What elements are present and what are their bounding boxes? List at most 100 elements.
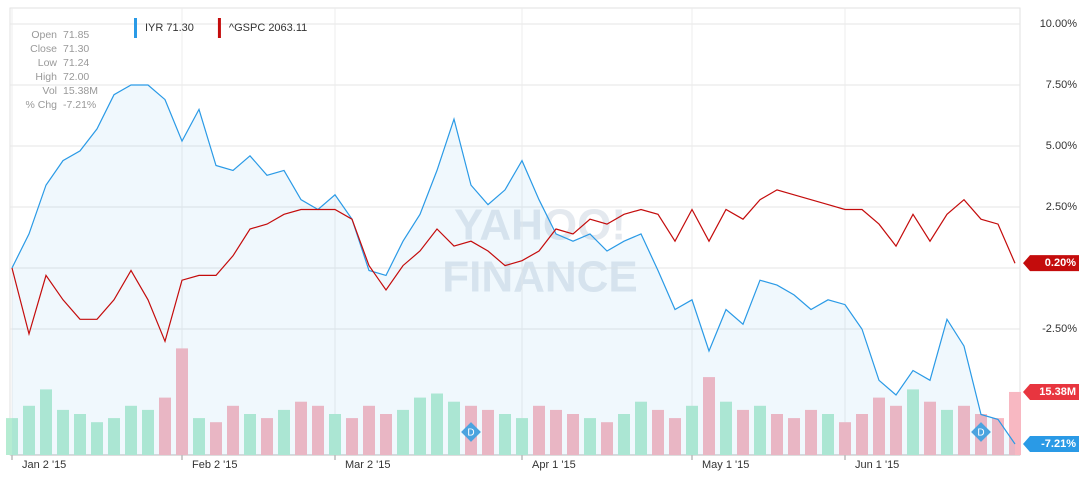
legend-swatch xyxy=(134,18,137,38)
volume-bar xyxy=(431,393,443,455)
y-tick-label: 10.00% xyxy=(1040,18,1078,30)
value-flag xyxy=(1023,436,1079,453)
volume-bar xyxy=(805,409,817,455)
info-label: Vol xyxy=(42,85,57,97)
volume-bar xyxy=(295,401,307,455)
volume-bar xyxy=(57,409,69,455)
volume-bar xyxy=(533,405,545,455)
volume-bar xyxy=(159,397,171,455)
volume-bar xyxy=(941,409,953,455)
volume-bar xyxy=(74,414,86,455)
volume-bar xyxy=(193,418,205,455)
volume-bar xyxy=(686,405,698,455)
volume-bar xyxy=(40,389,52,455)
info-box: Open 71.85 Close 71.30 Low 71.24 High 72.00 Vol 1… xyxy=(25,29,98,111)
info-value: 71.85 xyxy=(63,29,89,41)
value-flag-label: 15.38M xyxy=(1039,386,1076,398)
volume-bar xyxy=(924,401,936,455)
y-tick-label: 5.00% xyxy=(1046,140,1077,152)
value-flag xyxy=(1023,255,1079,272)
volume-bar xyxy=(958,405,970,455)
x-tick-label: Apr 1 '15 xyxy=(532,459,576,471)
volume-bar xyxy=(754,405,766,455)
marker xyxy=(971,422,991,442)
volume-bar xyxy=(720,401,732,455)
volume-bar xyxy=(142,409,154,455)
info-label: High xyxy=(35,71,57,83)
volume-bar xyxy=(618,414,630,455)
line xyxy=(11,84,1016,445)
volume-bar xyxy=(91,422,103,455)
volume-bar xyxy=(601,422,613,455)
info-value: 71.24 xyxy=(63,57,89,69)
x-tick-label: Mar 2 '15 xyxy=(345,459,391,471)
volume-bar xyxy=(23,405,35,455)
info-value: 72.00 xyxy=(63,71,89,83)
x-tick-label: May 1 '15 xyxy=(702,459,749,471)
volume-bar xyxy=(856,414,868,455)
volume-bar xyxy=(125,405,137,455)
volume-bar xyxy=(737,409,749,455)
info-label: Open xyxy=(31,29,57,41)
volume-bar xyxy=(397,409,409,455)
volume-bar xyxy=(363,405,375,455)
volume-bar xyxy=(261,418,273,455)
volume-bar xyxy=(499,414,511,455)
volume-bar xyxy=(176,348,188,455)
volume-bar xyxy=(822,414,834,455)
volume-bar xyxy=(992,418,1004,455)
y-tick-label: 7.50% xyxy=(1046,79,1077,91)
volume-bar xyxy=(346,418,358,455)
volume-bar xyxy=(652,409,664,455)
volume-bar xyxy=(907,389,919,455)
area xyxy=(12,85,1015,455)
marker xyxy=(461,422,481,442)
volume-bar xyxy=(210,422,222,455)
value-flag-label: 0.20% xyxy=(1045,257,1076,269)
legend-swatch xyxy=(217,18,221,38)
volume-bar xyxy=(839,422,851,455)
volume-bar xyxy=(550,409,562,455)
volume-bar xyxy=(873,397,885,455)
volume-bar xyxy=(312,405,324,455)
volume-bar xyxy=(278,409,290,455)
volume-bar xyxy=(516,418,528,455)
volume-bar xyxy=(669,418,681,455)
volume-bar xyxy=(329,414,341,455)
volume-bar xyxy=(6,418,18,455)
volume-bar xyxy=(448,401,460,455)
y-tick-label: -2.50% xyxy=(1042,323,1077,335)
info-value: -7.21% xyxy=(63,99,96,111)
volume-bar xyxy=(380,414,392,455)
watermark: FINANCE xyxy=(442,253,638,302)
info-label: % Chg xyxy=(25,99,57,111)
line xyxy=(11,189,1016,344)
info-label: Close xyxy=(30,43,57,55)
value-flag xyxy=(1023,383,1079,400)
legend-label: IYR 71.30 xyxy=(145,22,194,34)
volume-bar xyxy=(703,377,715,455)
volume-bar xyxy=(788,418,800,455)
y-tick-label: 2.50% xyxy=(1046,201,1077,213)
volume-bar xyxy=(635,401,647,455)
x-tick-label: Jan 2 '15 xyxy=(22,459,66,471)
x-tick-label: Jun 1 '15 xyxy=(855,459,899,471)
volume-bar xyxy=(771,414,783,455)
info-value: 71.30 xyxy=(63,43,89,55)
value-flag-label: -7.21% xyxy=(1041,438,1076,450)
info-value: 15.38M xyxy=(63,85,98,97)
volume-bar xyxy=(414,397,426,455)
info-label: Low xyxy=(38,57,58,69)
volume-bar xyxy=(567,414,579,455)
volume-bar xyxy=(108,418,120,455)
x-tick-label: Feb 2 '15 xyxy=(192,459,238,471)
volume-bar xyxy=(244,414,256,455)
marker-label: D xyxy=(467,428,474,439)
volume-bar xyxy=(482,409,494,455)
legend-label: ^GSPC 2063.11 xyxy=(229,22,307,34)
volume-bar xyxy=(890,405,902,455)
volume-bar xyxy=(227,405,239,455)
volume-bar xyxy=(584,418,596,455)
